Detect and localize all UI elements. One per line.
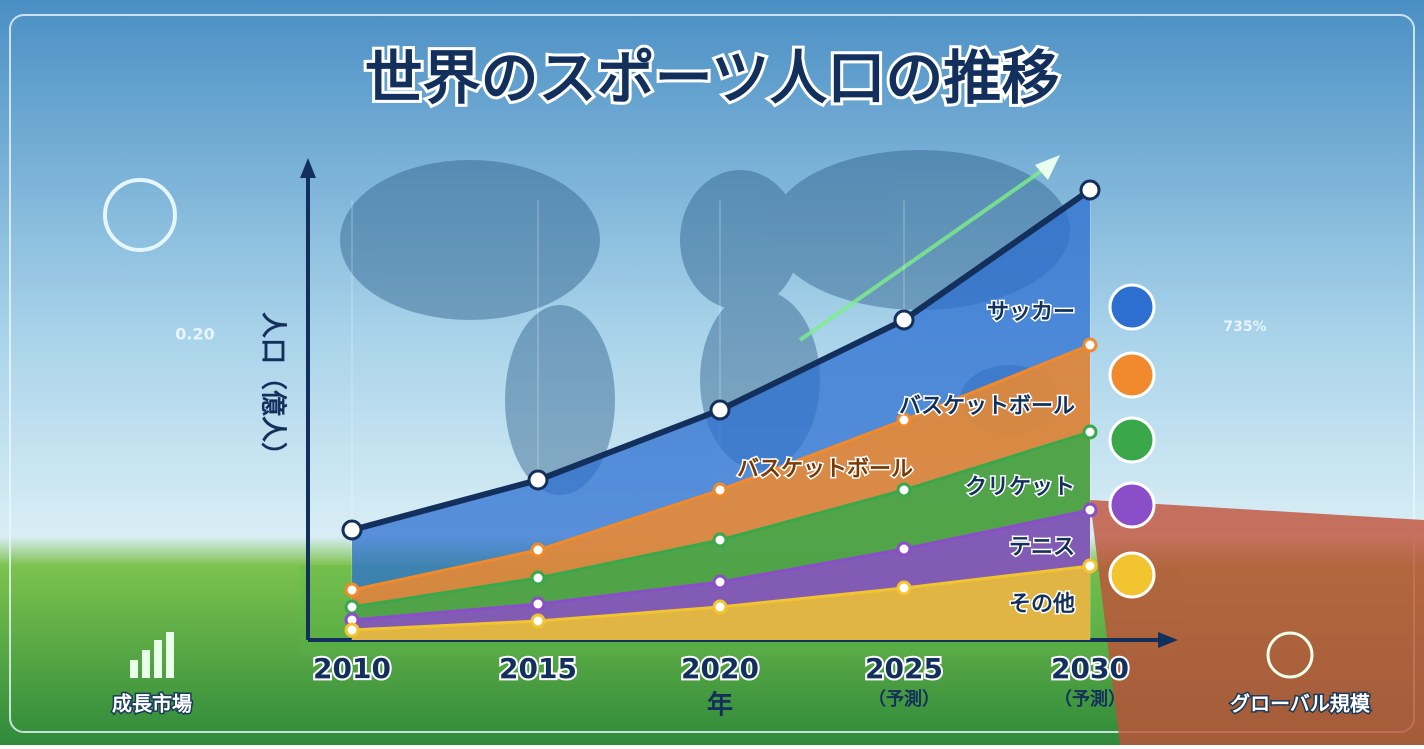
legend-label: バスケットボール bbox=[899, 394, 1075, 419]
data-point bbox=[527, 469, 549, 491]
data-point bbox=[709, 399, 731, 421]
legend-label: テニス bbox=[1009, 535, 1075, 560]
data-point bbox=[530, 613, 546, 629]
side-label: 成長市場 bbox=[112, 692, 192, 716]
data-point bbox=[712, 599, 728, 615]
trend-arrow bbox=[798, 163, 1052, 342]
data-point bbox=[530, 570, 546, 586]
legend-label: その他 bbox=[1009, 592, 1075, 617]
track bbox=[1090, 500, 1424, 745]
legend-icon bbox=[1108, 283, 1156, 331]
plot bbox=[341, 179, 1101, 640]
data-point bbox=[896, 482, 912, 498]
data-point bbox=[712, 532, 728, 548]
data-point bbox=[712, 574, 728, 590]
legend-icon bbox=[1108, 481, 1156, 529]
x-tick-label: 2015 bbox=[499, 652, 577, 685]
data-point bbox=[530, 596, 546, 612]
legend-icon bbox=[1108, 551, 1156, 599]
legend-icon bbox=[1108, 351, 1156, 399]
legend-label: クリケット bbox=[965, 475, 1075, 500]
annotation: バスケットボール bbox=[737, 457, 913, 482]
x-axis-arrow bbox=[1158, 632, 1178, 648]
data-point bbox=[712, 482, 728, 498]
data-point bbox=[344, 622, 360, 638]
chart-title: 世界のスポーツ人口の推移 bbox=[365, 44, 1060, 112]
x-sublabel: （予測） bbox=[1054, 688, 1126, 710]
x-tick-label: 2010 bbox=[313, 652, 391, 685]
y-axis-arrow bbox=[300, 158, 316, 178]
data-point bbox=[1082, 424, 1098, 440]
globe-icon bbox=[1266, 631, 1314, 679]
data-point bbox=[893, 309, 915, 331]
legend-icon bbox=[1108, 416, 1156, 464]
data-point bbox=[896, 580, 912, 596]
data-point bbox=[530, 542, 546, 558]
data-point bbox=[1082, 502, 1098, 518]
globe-icon bbox=[103, 178, 177, 252]
y-axis-label: 人口（億人） bbox=[258, 312, 288, 468]
side-label: グローバル規模 bbox=[1230, 692, 1371, 716]
decor-text: 0.20 bbox=[175, 325, 214, 344]
data-point bbox=[344, 599, 360, 615]
data-point bbox=[1079, 179, 1101, 201]
data-point bbox=[896, 541, 912, 557]
growth-icon bbox=[130, 632, 174, 678]
decor-text: 735% bbox=[1223, 319, 1266, 335]
data-point bbox=[344, 582, 360, 598]
x-tick-label: 2020 bbox=[681, 652, 759, 685]
x-axis-label: 年 bbox=[707, 690, 733, 721]
x-tick-label: 2030 bbox=[1051, 652, 1129, 685]
frame bbox=[9, 14, 1415, 733]
data-point bbox=[341, 519, 363, 541]
legend-label: サッカー bbox=[987, 300, 1075, 325]
data-point bbox=[1082, 558, 1098, 574]
trend-arrow-head bbox=[1035, 155, 1060, 180]
data-point bbox=[1082, 337, 1098, 353]
data-point bbox=[896, 412, 912, 428]
x-sublabel: （予測） bbox=[868, 688, 940, 710]
x-tick-label: 2025 bbox=[865, 652, 943, 685]
